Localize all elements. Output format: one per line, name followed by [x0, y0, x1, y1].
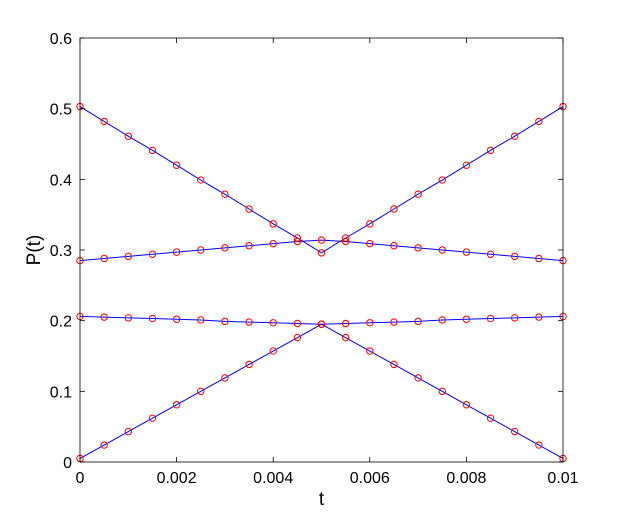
- y-tick-label: 0.5: [50, 102, 72, 119]
- series-1-point: [197, 176, 205, 184]
- y-tick-label: 0: [63, 455, 72, 472]
- series-3-point: [293, 319, 302, 328]
- series-2-point: [197, 246, 205, 254]
- series-4-point: [341, 333, 350, 342]
- series-2-point: [486, 250, 495, 258]
- series-2-point: [172, 248, 181, 256]
- series-3-point: [245, 318, 253, 326]
- y-tick-label: 0.2: [50, 314, 72, 331]
- y-axis-label: P(t): [24, 235, 45, 266]
- series-3-point: [197, 316, 205, 324]
- series-2-line: [79, 239, 564, 262]
- series-2-point: [511, 252, 519, 261]
- series-4-point: [221, 374, 229, 382]
- series-2-point: [341, 237, 350, 246]
- series-4-point: [390, 360, 398, 369]
- x-tick-label: 0.01: [547, 470, 578, 487]
- series-1-point: [535, 117, 543, 126]
- y-tick-label: 0.4: [50, 172, 72, 189]
- series-2-point: [317, 236, 326, 244]
- series-4-point: [100, 441, 108, 449]
- series-3-point: [438, 316, 446, 324]
- series-1-point: [221, 190, 229, 198]
- series-3-point: [414, 317, 422, 326]
- series-1-point: [462, 161, 471, 169]
- x-tick-label: 0.002: [157, 470, 197, 487]
- series-3-point: [172, 315, 181, 323]
- series-3-point: [390, 318, 398, 326]
- series-4-point: [366, 347, 374, 355]
- x-tick-label: 0.006: [350, 470, 390, 487]
- series-1-point: [390, 205, 398, 213]
- series-2-point: [414, 244, 422, 252]
- series-2-point: [462, 248, 471, 256]
- series-4-line: [79, 323, 564, 459]
- series-2-point: [124, 252, 133, 261]
- series-4-point: [535, 441, 543, 449]
- series-4-point: [414, 374, 422, 382]
- series-2-point: [438, 246, 446, 254]
- series-3-point: [100, 313, 108, 321]
- series-4-point: [317, 320, 326, 328]
- series-1-point: [148, 146, 157, 155]
- series-2-point: [293, 237, 302, 246]
- series-1-point: [293, 234, 302, 242]
- x-tick-label: 0: [76, 470, 85, 487]
- series-3-point: [341, 319, 350, 328]
- series-2-point: [269, 239, 277, 248]
- series-3-point: [221, 317, 229, 326]
- y-tick-label: 0.1: [50, 384, 72, 401]
- series-2-point: [148, 250, 157, 258]
- series-4-point: [462, 401, 471, 409]
- series-4-point: [269, 347, 277, 355]
- series-1-point: [486, 146, 495, 155]
- series-3-point: [486, 314, 495, 323]
- series-3-point: [511, 314, 519, 322]
- series-4-point: [148, 414, 157, 422]
- series-2-point: [366, 239, 374, 248]
- series-4-point: [486, 414, 495, 422]
- series-1-point: [245, 205, 253, 213]
- series-4-point: [124, 427, 133, 436]
- series-1-point: [511, 132, 519, 140]
- x-tick-label: 0.008: [446, 470, 486, 487]
- series-1-point: [414, 190, 422, 198]
- series-3-point: [124, 314, 133, 322]
- series-2-point: [100, 254, 108, 263]
- series-2-point: [390, 242, 398, 250]
- series-4-point: [245, 360, 253, 369]
- series-1-point: [172, 161, 181, 169]
- series-1-point: [366, 220, 374, 228]
- y-tick-label: 0.3: [50, 243, 72, 260]
- series-1-point: [317, 249, 326, 257]
- series-2-point: [535, 254, 543, 263]
- series-3-point: [269, 319, 277, 327]
- series-1-point: [269, 220, 277, 228]
- series-3-point: [148, 314, 157, 323]
- series-1-point: [341, 234, 350, 242]
- series-1-point: [438, 176, 446, 184]
- series-4-point: [511, 427, 519, 436]
- y-tick-label: 0.6: [50, 31, 72, 48]
- series-4-point: [172, 401, 181, 409]
- series-1-line: [79, 106, 564, 254]
- x-tick-label: 0.004: [253, 470, 293, 487]
- series-layer: [76, 102, 567, 463]
- x-axis-label: t: [319, 489, 325, 510]
- series-2-point: [221, 244, 229, 252]
- series-1-point: [100, 117, 108, 126]
- series-2-point: [245, 242, 253, 250]
- series-4-point: [197, 387, 205, 396]
- series-1-point: [124, 132, 133, 140]
- series-3-point: [535, 313, 543, 321]
- series-3-point: [462, 315, 471, 323]
- series-3-point: [366, 319, 374, 327]
- axes-layer: 0 0.002 0.004 0.006 0.008 0.01 0 0.1 0.2 0.3 0.4 0.…: [50, 31, 579, 487]
- series-4-point: [438, 387, 446, 396]
- series-4-point: [293, 333, 302, 342]
